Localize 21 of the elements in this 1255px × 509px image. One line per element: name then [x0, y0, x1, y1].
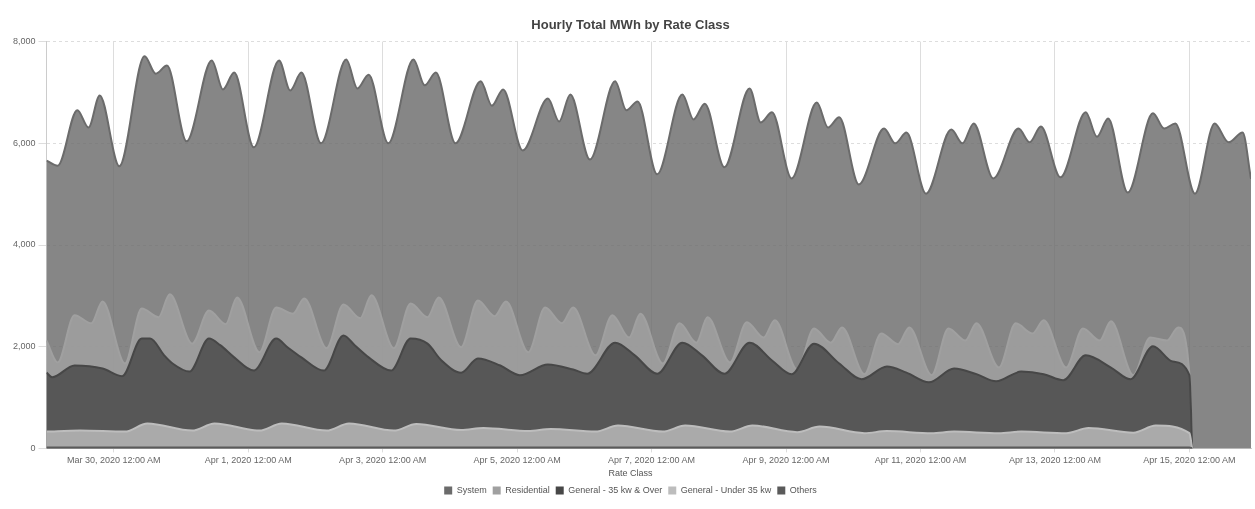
- x-tick-label: Apr 3, 2020 12:00 AM: [339, 455, 427, 466]
- y-tick-label: 0: [30, 442, 36, 453]
- x-tick-label: Apr 11, 2020 12:00 AM: [874, 455, 967, 466]
- y-tick-label: 4,000: [12, 239, 36, 250]
- x-tick-label: Apr 7, 2020 12:00 AM: [608, 455, 696, 466]
- legend-title: Rate Class: [608, 468, 654, 479]
- x-tick-label: Apr 9, 2020 12:00 AM: [742, 455, 830, 466]
- x-tick-label: Apr 5, 2020 12:00 AM: [473, 455, 561, 466]
- chart-title: Hourly Total MWh by Rate Class: [531, 17, 730, 33]
- y-tick-label: 8,000: [12, 36, 36, 47]
- y-tick-label: 2,000: [12, 341, 36, 352]
- x-tick-label: Apr 15, 2020 12:00 AM: [1143, 455, 1236, 466]
- x-tick-label: Apr 1, 2020 12:00 AM: [204, 455, 292, 466]
- x-tick-label: Mar 30, 2020 12:00 AM: [66, 455, 161, 466]
- legend-label: General - 35 kw & Over: [568, 484, 663, 495]
- x-tick-label: Apr 13, 2020 12:00 AM: [1008, 455, 1101, 466]
- y-tick-label: 6,000: [12, 137, 36, 148]
- legend-label: Others: [789, 484, 818, 495]
- legend-label: Residential: [505, 484, 550, 495]
- legend-label: General - Under 35 kw: [680, 484, 772, 495]
- legend-label: System: [456, 484, 487, 495]
